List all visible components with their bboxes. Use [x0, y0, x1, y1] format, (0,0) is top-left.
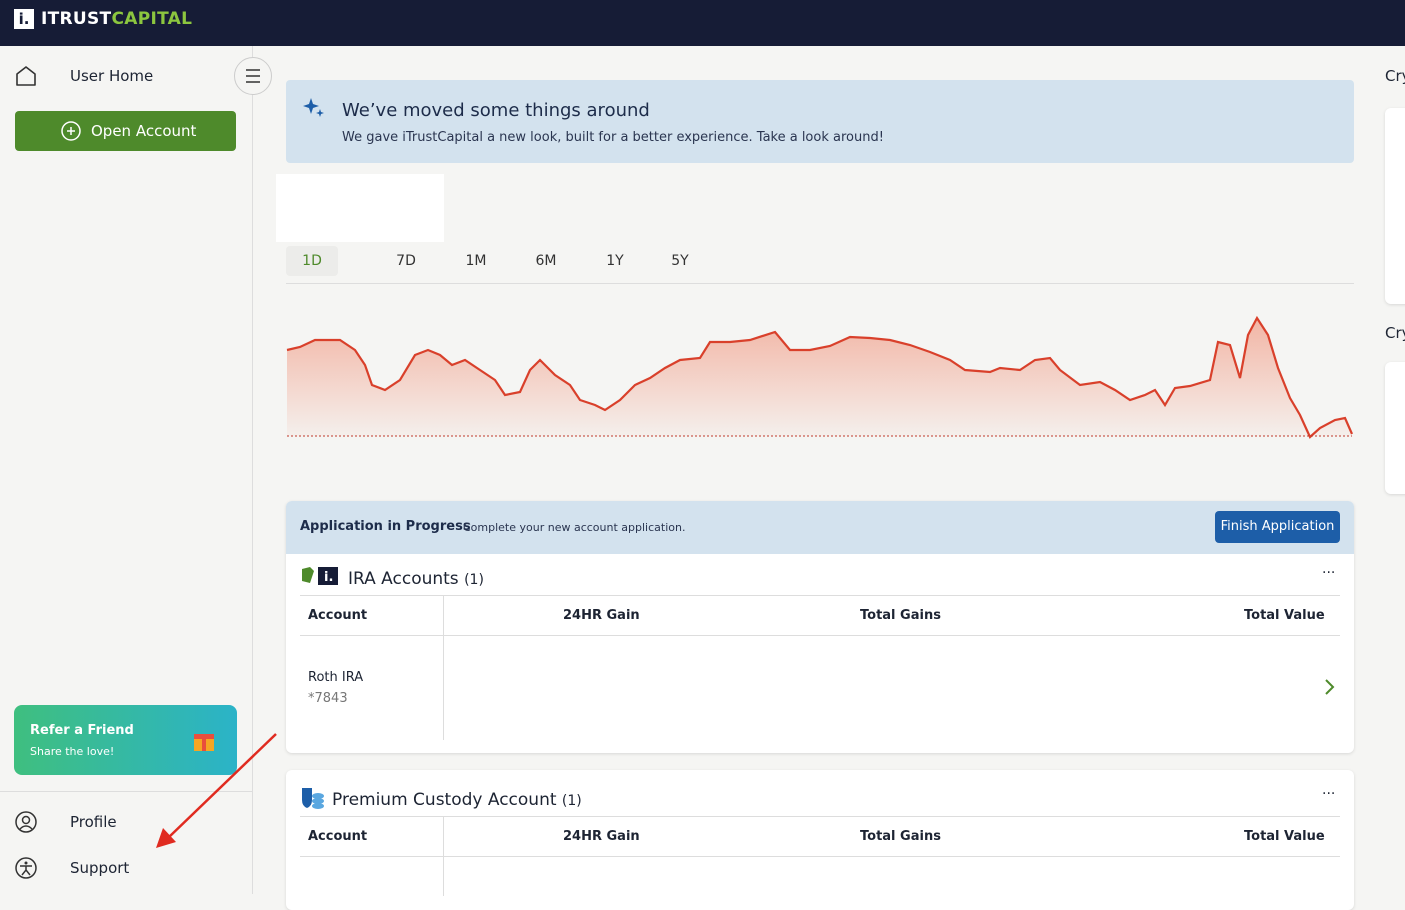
menu-toggle[interactable]	[234, 57, 272, 95]
column-header: Total Gains	[860, 829, 941, 844]
ira-count: (1)	[464, 572, 484, 588]
banner-title: We’ve moved some things around	[342, 100, 650, 121]
refer-title: Refer a Friend	[30, 723, 134, 738]
divider	[300, 635, 1340, 636]
chart-area	[287, 318, 1352, 437]
right-card	[1385, 108, 1405, 304]
ira-title-text: IRA Accounts	[348, 569, 459, 589]
column-header: Total Gains	[860, 608, 941, 623]
range-tab[interactable]: 6M	[535, 253, 557, 269]
chart-line	[286, 315, 1354, 439]
range-tab[interactable]: 1D	[286, 246, 338, 276]
finish-application-button[interactable]: Finish Application	[1215, 511, 1340, 543]
right-card	[1385, 362, 1405, 494]
blank-panel	[276, 174, 444, 242]
sparkle-icon	[303, 98, 324, 117]
logo-mark[interactable]: i.	[14, 9, 34, 29]
right-heading: Cry	[1385, 324, 1405, 342]
gift-icon	[194, 734, 214, 751]
ira-menu[interactable]: ···	[1322, 565, 1336, 581]
divider	[300, 856, 1340, 857]
row-chevron[interactable]	[1322, 677, 1338, 697]
plus-icon	[61, 121, 81, 141]
refer-subtitle: Share the love!	[30, 745, 115, 758]
premium-title: Premium Custody Account (1)	[332, 790, 582, 810]
premium-card: Premium Custody Account (1) ··· Account …	[286, 770, 1354, 910]
application-bar: Application in Progress Complete your ne…	[286, 501, 1354, 554]
premium-icon	[302, 788, 324, 809]
logo-right: CAPITAL	[111, 9, 193, 29]
application-title: Application in Progress	[300, 519, 471, 534]
divider	[0, 791, 253, 792]
account-number: *7843	[308, 691, 348, 706]
logo[interactable]: ITRUSTCAPITAL	[41, 9, 192, 29]
top-bar: i. ITRUSTCAPITAL	[0, 0, 1405, 46]
column-header: Account	[308, 608, 368, 623]
banner: We’ve moved some things around We gave i…	[286, 80, 1354, 163]
nav-profile[interactable]: Profile	[70, 813, 117, 831]
premium-title-text: Premium Custody Account	[332, 790, 557, 810]
column-header: 24HR Gain	[563, 829, 640, 844]
sidebar: User Home Open Account Refer a Friend Sh…	[0, 46, 253, 894]
column-header: Total Value	[1244, 608, 1325, 623]
logo-left: ITRUST	[41, 9, 112, 29]
open-account-button[interactable]: Open Account	[15, 111, 236, 151]
divider	[300, 816, 1340, 817]
premium-count: (1)	[561, 793, 582, 809]
range-tab[interactable]: 1M	[465, 253, 487, 269]
column-header: Account	[308, 829, 368, 844]
support-icon	[15, 857, 37, 879]
banner-text: We gave iTrustCapital a new look, built …	[342, 130, 884, 145]
column-header: Total Value	[1244, 829, 1325, 844]
svg-text:i.: i.	[324, 570, 333, 585]
home-icon	[16, 66, 36, 86]
ira-card: Application in Progress Complete your ne…	[286, 501, 1354, 753]
range-tab[interactable]: 7D	[396, 253, 416, 269]
right-heading: Cry	[1385, 67, 1405, 85]
column-header: 24HR Gain	[563, 608, 640, 623]
range-tabs: 1D 7D 1M 6M 1Y 5Y	[286, 244, 1354, 284]
nav-user-home[interactable]: User Home	[70, 67, 154, 85]
range-tab[interactable]: 5Y	[671, 253, 689, 269]
application-text: Complete your new account application.	[463, 521, 686, 534]
ira-title: IRA Accounts (1)	[348, 569, 484, 589]
nav-support[interactable]: Support	[70, 859, 130, 877]
refer-card[interactable]: Refer a Friend Share the love!	[14, 705, 237, 775]
range-tab[interactable]: 1Y	[606, 253, 624, 269]
hamburger-icon	[246, 69, 260, 83]
premium-menu[interactable]: ···	[1322, 786, 1336, 802]
divider	[300, 595, 1340, 596]
divider	[443, 595, 444, 740]
profile-icon	[15, 811, 37, 833]
ira-icon: i.	[302, 567, 338, 585]
open-account-label: Open Account	[91, 122, 197, 140]
divider	[443, 816, 444, 896]
account-name[interactable]: Roth IRA	[308, 670, 364, 685]
